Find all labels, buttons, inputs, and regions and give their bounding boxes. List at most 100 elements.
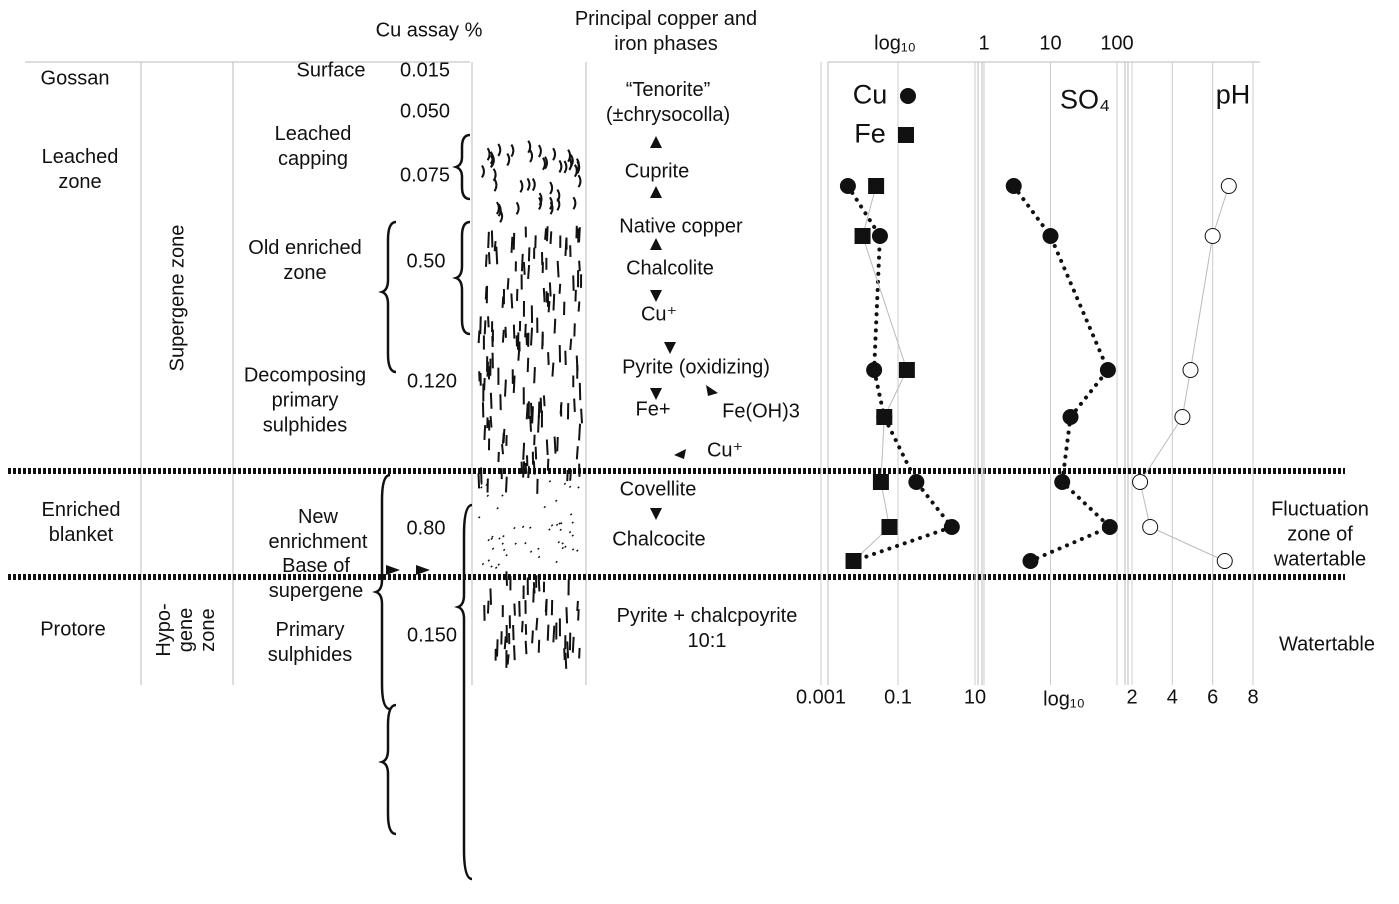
texture-stroke <box>548 528 551 531</box>
assay: 0.120 <box>406 370 458 393</box>
texture-stroke <box>569 513 573 516</box>
texture-stroke <box>572 196 577 210</box>
texture-stroke <box>522 262 526 275</box>
texture-stroke <box>542 157 546 171</box>
texture-stroke <box>577 486 580 489</box>
texture-stroke <box>569 469 572 481</box>
texture-stroke <box>490 537 493 540</box>
texture-stroke <box>496 201 500 215</box>
zone-label: Gossan <box>40 67 110 90</box>
marker <box>1042 228 1059 244</box>
texture-stroke <box>495 246 499 265</box>
texture-stroke <box>514 542 517 545</box>
marker <box>871 228 888 244</box>
marker <box>908 474 925 490</box>
texture-stroke <box>577 174 582 188</box>
sub-label: Decomposing primary sulphides <box>243 364 367 437</box>
texture-stroke <box>564 545 567 548</box>
marker <box>1216 553 1233 569</box>
texture-stroke <box>548 480 552 483</box>
texture-stroke <box>568 485 572 489</box>
marker <box>1054 474 1071 490</box>
texture-stroke <box>539 397 543 414</box>
texture-stroke <box>501 542 504 545</box>
texture-stroke <box>555 523 559 527</box>
tick-label: 6 <box>1207 686 1219 709</box>
phase: Pyrite + chalcpoyrite 10:1 <box>616 605 798 652</box>
texture <box>477 140 584 669</box>
texture-stroke <box>505 553 508 557</box>
sub-label: Leached capping <box>274 123 352 170</box>
texture-stroke <box>480 486 483 489</box>
texture-stroke <box>532 460 536 475</box>
marker <box>1182 362 1199 378</box>
texture-stroke <box>552 625 556 643</box>
marker <box>839 178 856 194</box>
texture-stroke <box>524 462 528 474</box>
texture-stroke <box>489 392 493 409</box>
texture-stroke <box>571 636 575 653</box>
texture-stroke <box>487 559 491 562</box>
texture-stroke <box>535 617 539 631</box>
marker <box>1220 178 1237 194</box>
texture-stroke <box>491 547 495 550</box>
texture-stroke <box>551 362 555 377</box>
texture-stroke <box>504 379 507 397</box>
texture-stroke <box>537 414 540 433</box>
tick-label: 2 <box>1126 686 1138 709</box>
texture-stroke <box>497 143 502 157</box>
texture-stroke <box>520 253 524 272</box>
texture-stroke <box>503 636 507 650</box>
texture-stroke <box>506 152 511 167</box>
texture-stroke <box>498 537 501 540</box>
texture-stroke <box>526 357 530 373</box>
texture-stroke <box>542 395 546 407</box>
texture-stroke <box>481 562 485 566</box>
texture-stroke <box>494 566 498 569</box>
phase: Chalcocite <box>612 528 706 551</box>
phase: Pyrite (oxidizing) <box>622 356 770 379</box>
texture-stroke <box>512 375 516 393</box>
column-lines <box>25 61 1260 685</box>
texture-stroke <box>529 415 532 432</box>
texture-stroke <box>534 446 538 460</box>
texture-stroke <box>556 436 559 452</box>
texture-stroke <box>531 178 536 192</box>
legend-label: SO₄ <box>1059 84 1111 115</box>
texture-stroke <box>544 600 548 613</box>
texture-stroke <box>521 620 524 633</box>
texture-stroke <box>513 645 516 661</box>
marker <box>1204 228 1221 244</box>
texture-stroke <box>486 147 491 161</box>
group-label: Hypo- gene zone <box>153 603 219 657</box>
tick-label: 10 <box>963 686 987 709</box>
texture-stroke <box>496 639 499 657</box>
texture-stroke <box>510 236 514 253</box>
marker <box>1142 519 1159 535</box>
texture-stroke <box>501 329 505 343</box>
texture-stroke <box>546 226 549 242</box>
texture-stroke <box>569 338 573 351</box>
marker <box>868 178 885 194</box>
marker <box>1022 553 1039 569</box>
texture-stroke <box>577 609 580 621</box>
marker <box>898 362 915 378</box>
phase: Cu⁺ <box>706 439 744 462</box>
tick-label: 0.1 <box>884 686 912 709</box>
texture-stroke <box>531 406 534 424</box>
texture-stroke <box>487 252 491 265</box>
texture-stroke <box>501 443 505 455</box>
texture-stroke <box>483 425 487 440</box>
sub-label: Surface <box>296 59 366 82</box>
phase: Fe(OH)3 <box>722 400 800 423</box>
assay: 0.075 <box>399 164 451 187</box>
assay: 0.80 <box>406 517 446 540</box>
texture-stroke <box>525 403 529 420</box>
sub-label: Primary sulphides <box>267 619 353 666</box>
texture-stroke <box>510 293 514 309</box>
texture-stroke <box>578 423 582 441</box>
texture-stroke <box>487 231 490 249</box>
texture-stroke <box>521 525 525 529</box>
texture-stroke <box>564 652 568 669</box>
